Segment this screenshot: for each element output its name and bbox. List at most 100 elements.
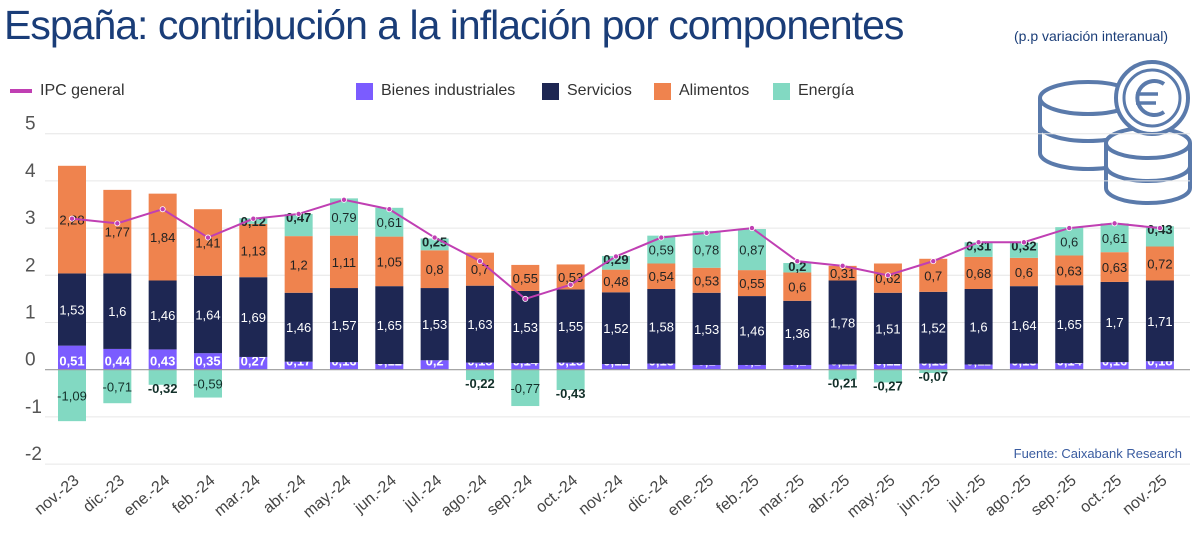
bar-segment-servicios [556, 289, 585, 363]
x-tick-label: may.-24 [300, 472, 354, 521]
data-label: 0,54 [649, 269, 674, 284]
bar-segment-bienes [239, 356, 268, 370]
bar-segment-bienes [783, 364, 812, 370]
legend-line-swatch [10, 89, 32, 93]
data-label: 0,59 [649, 243, 674, 258]
data-label: 1,2 [290, 257, 308, 272]
bar-segment-bienes [1100, 362, 1129, 370]
bar-segment-servicios [873, 292, 902, 365]
legend-alimentos: Alimentos [654, 82, 749, 100]
x-tick-label: dic.-23 [80, 472, 128, 516]
data-label: -0,22 [465, 376, 495, 391]
bar-segment-servicios [420, 288, 449, 361]
data-label: 0,8 [426, 262, 444, 277]
bar-segment-alimentos [1100, 252, 1129, 282]
bar-segment-bienes [375, 364, 404, 370]
bar-segment-bienes [647, 363, 676, 370]
x-tick-label: nov.-25 [1120, 472, 1171, 519]
bar-segment-bienes [601, 364, 630, 370]
bar-segment-servicios [919, 291, 948, 364]
data-label: -0,32 [148, 381, 178, 396]
data-label: 0,7 [471, 262, 489, 277]
bar-segment-bienes [828, 364, 857, 370]
y-tick-label: -1 [25, 397, 42, 418]
bar-segment-bienes [103, 348, 132, 370]
bar-segment-bienes [329, 362, 358, 370]
bar-segment-energia [1100, 223, 1129, 253]
ipc-point [522, 295, 529, 302]
bar-segment-bienes [1145, 361, 1174, 370]
data-label: 1,71 [1147, 314, 1172, 329]
data-label: 0,53 [694, 273, 719, 288]
x-tick-label: mar.-25 [755, 472, 808, 520]
bar-segment-energia [692, 230, 721, 268]
bar-segment-servicios [1100, 281, 1129, 363]
data-label: 1,58 [649, 319, 674, 334]
bar-segment-servicios [692, 292, 721, 365]
ipc-point [794, 258, 801, 265]
x-tick-label: sep.-25 [1028, 472, 1080, 519]
bar-segment-alimentos [284, 236, 313, 293]
data-label: 0,63 [1057, 263, 1082, 278]
bar-segment-servicios [601, 292, 630, 365]
bar-segment-energia [329, 198, 358, 236]
data-label: 1,65 [1057, 317, 1082, 332]
x-tick-label: ene.-25 [665, 472, 718, 520]
data-label: 1,64 [1011, 318, 1036, 333]
data-label: 0,55 [739, 276, 764, 291]
data-label: 1,7 [1106, 315, 1124, 330]
ipc-point [386, 206, 393, 213]
legend-label: IPC general [40, 82, 125, 99]
data-label: 0,2 [788, 259, 806, 274]
bar-segment-bienes [737, 364, 766, 370]
bar-segment-alimentos [375, 236, 404, 287]
bar-segment-alimentos [511, 264, 540, 291]
bar-segment-servicios [828, 280, 857, 365]
data-label: 1,63 [467, 317, 492, 332]
bar-segment-servicios [103, 273, 132, 349]
data-label: 1,65 [377, 318, 402, 333]
bar-segment-energia [103, 369, 132, 404]
data-label: 1,78 [830, 316, 855, 331]
ipc-point [1020, 239, 1027, 246]
data-label: 0,79 [331, 210, 356, 225]
x-tick-label: ene.-24 [121, 472, 174, 520]
bar-segment-alimentos [420, 250, 449, 289]
bar-segment-bienes [193, 353, 222, 370]
bar-segment-energia [511, 369, 540, 407]
bar-segment-energia [284, 213, 313, 237]
bar-segment-servicios [58, 273, 86, 346]
data-label: 0,61 [377, 215, 402, 230]
bar-segment-servicios [193, 275, 222, 354]
bar-segment-servicios [964, 288, 993, 365]
x-tick-label: dic.-24 [624, 472, 672, 516]
x-tick-label: feb.-24 [169, 472, 218, 517]
legend-bienes: Bienes industriales [356, 82, 515, 100]
data-label: 0,6 [1060, 234, 1078, 249]
ipc-point [295, 210, 302, 217]
data-label: 1,46 [286, 320, 311, 335]
bar-segment-alimentos [239, 223, 268, 278]
data-label: 0,48 [603, 274, 628, 289]
legend-servicios: Servicios [542, 82, 632, 100]
bar-segment-servicios [284, 292, 313, 362]
data-label: 1,52 [603, 321, 628, 336]
x-tick-label: jun.-24 [351, 472, 400, 517]
data-label: 0,25 [422, 234, 447, 249]
x-tick-label: mar.-24 [211, 472, 264, 520]
bar-segment-energia [601, 255, 630, 270]
bar-segment-alimentos [601, 269, 630, 293]
bar-segment-bienes [511, 363, 540, 370]
bar-segment-alimentos [1009, 257, 1038, 287]
bar-segment-servicios [783, 300, 812, 365]
x-tick-label: ago.-24 [438, 472, 491, 520]
legend-ipc: IPC general [10, 82, 125, 100]
ipc-point [114, 220, 121, 227]
bar-segment-alimentos [692, 267, 721, 293]
bar-segment-servicios [737, 296, 766, 365]
bar-segment-energia [556, 369, 585, 390]
data-label: 1,84 [150, 230, 175, 245]
data-label: 0,51 [59, 354, 84, 369]
bar-segment-alimentos [964, 256, 993, 289]
